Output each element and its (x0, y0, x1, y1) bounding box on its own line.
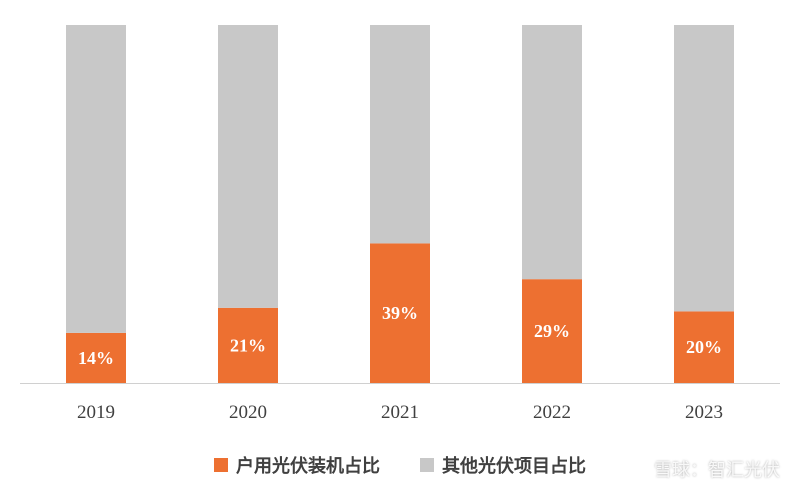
x-tick-label-2019: 2019 (77, 402, 115, 423)
legend-label-other: 其他光伏项目占比 (442, 456, 586, 477)
x-tick-label-2020: 2020 (229, 402, 267, 423)
x-tick-label-2021: 2021 (381, 402, 419, 423)
bar-other-2019 (66, 25, 126, 333)
data-label-2020: 21% (230, 335, 266, 355)
legend-label-residential: 户用光伏装机占比 (236, 456, 380, 477)
bar-other-2022 (522, 25, 582, 280)
bar-other-2021 (370, 25, 430, 244)
bar-residential-2021 (370, 243, 430, 383)
bar-other-2020 (218, 25, 278, 308)
data-label-2019: 14% (78, 348, 114, 368)
data-label-2021: 39% (382, 303, 418, 323)
x-tick-label-2022: 2022 (533, 402, 571, 423)
data-label-2022: 29% (534, 321, 570, 341)
x-tick-label-2023: 2023 (685, 402, 723, 423)
legend-item-residential: 户用光伏装机占比 (214, 452, 380, 478)
bar-other-2023 (674, 25, 734, 312)
bar-residential-2023 (674, 311, 734, 383)
stacked-bar-chart: 14% 2019 21% 2020 39% 2021 29% 2022 20% 2023 (20, 25, 780, 423)
legend: 户用光伏装机占比 其他光伏项目占比 (0, 450, 800, 480)
bar-residential-2020 (218, 307, 278, 383)
legend-swatch-residential (214, 458, 228, 472)
snowball-logo-icon (627, 459, 647, 479)
legend-item-other: 其他光伏项目占比 (420, 452, 586, 478)
legend-swatch-other (420, 458, 434, 472)
bar-residential-2022 (522, 279, 582, 383)
watermark-text: 雪球：智汇光伏 (654, 460, 780, 481)
data-label-2023: 20% (686, 337, 722, 357)
bar-residential-2019 (66, 332, 126, 383)
watermark: 雪球：智汇光伏 (626, 456, 780, 482)
